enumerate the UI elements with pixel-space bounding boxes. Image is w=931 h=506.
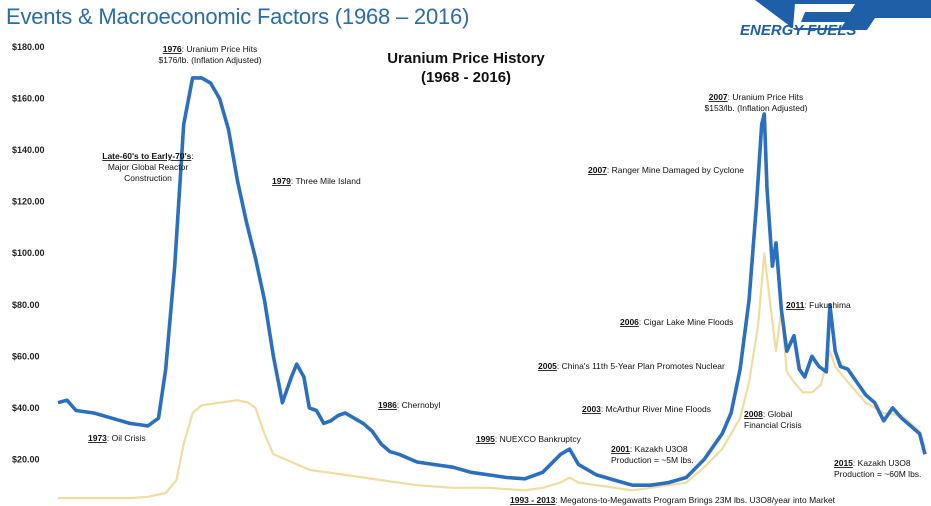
chart-title-line2: (1968 - 2016) bbox=[421, 69, 511, 86]
page-title: Events & Macroeconomic Factors (1968 – 2… bbox=[6, 4, 470, 29]
company-logo bbox=[755, 0, 931, 30]
event-annotation: 1993 - 2013: Megatons-to-Megawatts Progr… bbox=[510, 495, 836, 505]
logo-text: ENERGY FUELS bbox=[740, 22, 856, 39]
y-axis: $20.00 $40.00 $60.00 $80.00 $100.00 $120.00 $1… bbox=[12, 42, 45, 464]
logo-word-fuels: FUELS bbox=[807, 22, 857, 39]
event-annotation: Late-60's to Early-70's: Major Global Rea… bbox=[102, 151, 193, 183]
y-tick-label: $80.00 bbox=[12, 300, 40, 310]
event-annotation: 2006: Cigar Lake Mine Floods bbox=[620, 317, 733, 327]
event-annotation: 2003: McArthur River Mine Floods bbox=[582, 404, 711, 414]
series-line-blue bbox=[57, 76, 927, 487]
event-annotation: 2015: Kazakh U3O8 Production = ~60M lbs. bbox=[834, 458, 921, 479]
event-annotation: 2007: Ranger Mine Damaged by Cyclone bbox=[588, 165, 744, 175]
event-annotation: 2001: Kazakh U3O8 Production = ~5M lbs. bbox=[611, 444, 694, 465]
y-tick-label: $180.00 bbox=[12, 42, 45, 52]
y-tick-label: $100.00 bbox=[12, 248, 45, 258]
y-tick-label: $40.00 bbox=[12, 403, 40, 413]
event-annotation: 2008: Global Financial Crisis bbox=[744, 409, 802, 430]
event-annotation: 1986: Chernobyl bbox=[378, 400, 441, 410]
event-annotation: 1973: Oil Crisis bbox=[88, 433, 146, 443]
event-annotation: 1979: Three Mile Island bbox=[272, 176, 361, 186]
annotation-layer: 1976: Uranium Price Hits $176/lb. (Inflat… bbox=[88, 44, 921, 505]
logo-word-energy: ENERGY bbox=[740, 22, 808, 39]
event-annotation: 2011: Fukushima bbox=[786, 300, 851, 310]
event-annotation: 1995: NUEXCO Bankruptcy bbox=[476, 434, 582, 444]
series-layer bbox=[57, 76, 927, 500]
y-tick-label: $120.00 bbox=[12, 197, 45, 207]
event-annotation: 2005: China's 11th 5-Year Plan Promotes … bbox=[538, 361, 725, 371]
series-line-gold bbox=[58, 252, 927, 500]
chart-title-line1: Uranium Price History bbox=[387, 50, 545, 67]
y-tick-label: $140.00 bbox=[12, 145, 45, 155]
y-tick-label: $60.00 bbox=[12, 351, 40, 361]
event-annotation: 2007: Uranium Price Hits $153/lb. (Inflat… bbox=[704, 92, 807, 113]
event-annotation: 1976: Uranium Price Hits $176/lb. (Inflat… bbox=[158, 44, 261, 65]
y-tick-label: $20.00 bbox=[12, 454, 40, 464]
y-tick-label: $160.00 bbox=[12, 94, 45, 104]
